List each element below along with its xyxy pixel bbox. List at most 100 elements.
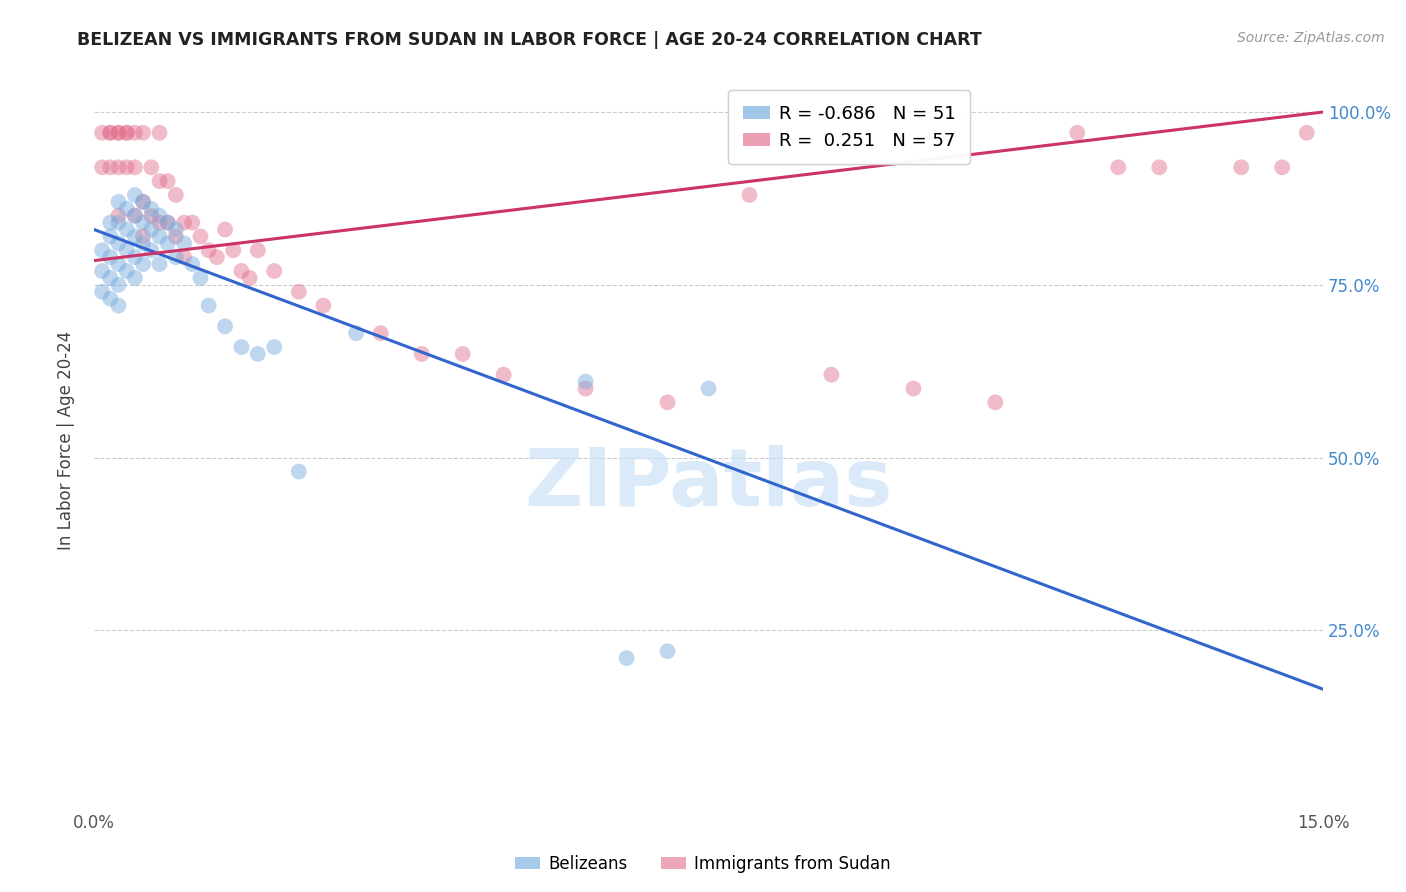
Point — [98, 250, 121, 264]
Point — [697, 382, 720, 396]
Text: BELIZEAN VS IMMIGRANTS FROM SUDAN IN LABOR FORCE | AGE 20-24 CORRELATION CHART: BELIZEAN VS IMMIGRANTS FROM SUDAN IN LAB… — [77, 31, 981, 49]
Point — [115, 126, 138, 140]
Point — [124, 229, 146, 244]
Point — [115, 222, 138, 236]
Point — [156, 236, 179, 251]
Point — [91, 161, 114, 175]
Point — [91, 264, 114, 278]
Point — [141, 161, 163, 175]
Point — [115, 264, 138, 278]
Point — [132, 194, 155, 209]
Point — [141, 222, 163, 236]
Point — [98, 216, 121, 230]
Point — [124, 188, 146, 202]
Point — [115, 126, 138, 140]
Point — [205, 250, 228, 264]
Point — [156, 216, 179, 230]
Point — [98, 271, 121, 285]
Point — [148, 229, 170, 244]
Point — [1295, 126, 1317, 140]
Point — [148, 126, 170, 140]
Point — [115, 161, 138, 175]
Point — [124, 250, 146, 264]
Point — [246, 244, 269, 258]
Point — [657, 644, 679, 658]
Point — [575, 375, 598, 389]
Point — [156, 216, 179, 230]
Point — [107, 277, 129, 292]
Point — [263, 264, 285, 278]
Legend: Belizeans, Immigrants from Sudan: Belizeans, Immigrants from Sudan — [509, 848, 897, 880]
Point — [575, 382, 598, 396]
Point — [492, 368, 515, 382]
Point — [214, 222, 236, 236]
Point — [246, 347, 269, 361]
Point — [141, 202, 163, 216]
Point — [197, 299, 219, 313]
Point — [165, 222, 187, 236]
Point — [107, 209, 129, 223]
Point — [451, 347, 474, 361]
Point — [984, 395, 1007, 409]
Point — [124, 209, 146, 223]
Point — [148, 216, 170, 230]
Point — [148, 209, 170, 223]
Point — [165, 188, 187, 202]
Point — [107, 161, 129, 175]
Point — [98, 229, 121, 244]
Point — [214, 319, 236, 334]
Point — [231, 340, 253, 354]
Point — [239, 271, 262, 285]
Point — [98, 126, 121, 140]
Y-axis label: In Labor Force | Age 20-24: In Labor Force | Age 20-24 — [58, 331, 75, 550]
Point — [98, 161, 121, 175]
Point — [903, 382, 925, 396]
Point — [91, 126, 114, 140]
Point — [141, 244, 163, 258]
Point — [107, 126, 129, 140]
Point — [616, 651, 638, 665]
Point — [107, 126, 129, 140]
Point — [115, 202, 138, 216]
Point — [197, 244, 219, 258]
Point — [124, 209, 146, 223]
Point — [190, 229, 212, 244]
Point — [132, 194, 155, 209]
Point — [165, 250, 187, 264]
Point — [657, 395, 679, 409]
Point — [411, 347, 433, 361]
Point — [1271, 161, 1294, 175]
Point — [173, 250, 195, 264]
Point — [738, 188, 761, 202]
Point — [181, 257, 204, 271]
Point — [165, 229, 187, 244]
Point — [263, 340, 285, 354]
Point — [820, 368, 842, 382]
Point — [107, 236, 129, 251]
Point — [288, 285, 311, 299]
Point — [141, 209, 163, 223]
Point — [1066, 126, 1088, 140]
Point — [107, 216, 129, 230]
Point — [124, 271, 146, 285]
Point — [148, 174, 170, 188]
Text: ZIPatlas: ZIPatlas — [524, 445, 893, 523]
Point — [370, 326, 392, 341]
Point — [107, 194, 129, 209]
Point — [231, 264, 253, 278]
Point — [124, 126, 146, 140]
Point — [312, 299, 335, 313]
Point — [181, 216, 204, 230]
Point — [1147, 161, 1170, 175]
Point — [124, 161, 146, 175]
Point — [1107, 161, 1129, 175]
Point — [148, 257, 170, 271]
Point — [107, 299, 129, 313]
Point — [173, 236, 195, 251]
Point — [132, 229, 155, 244]
Point — [132, 216, 155, 230]
Point — [98, 126, 121, 140]
Point — [107, 257, 129, 271]
Point — [98, 292, 121, 306]
Point — [173, 216, 195, 230]
